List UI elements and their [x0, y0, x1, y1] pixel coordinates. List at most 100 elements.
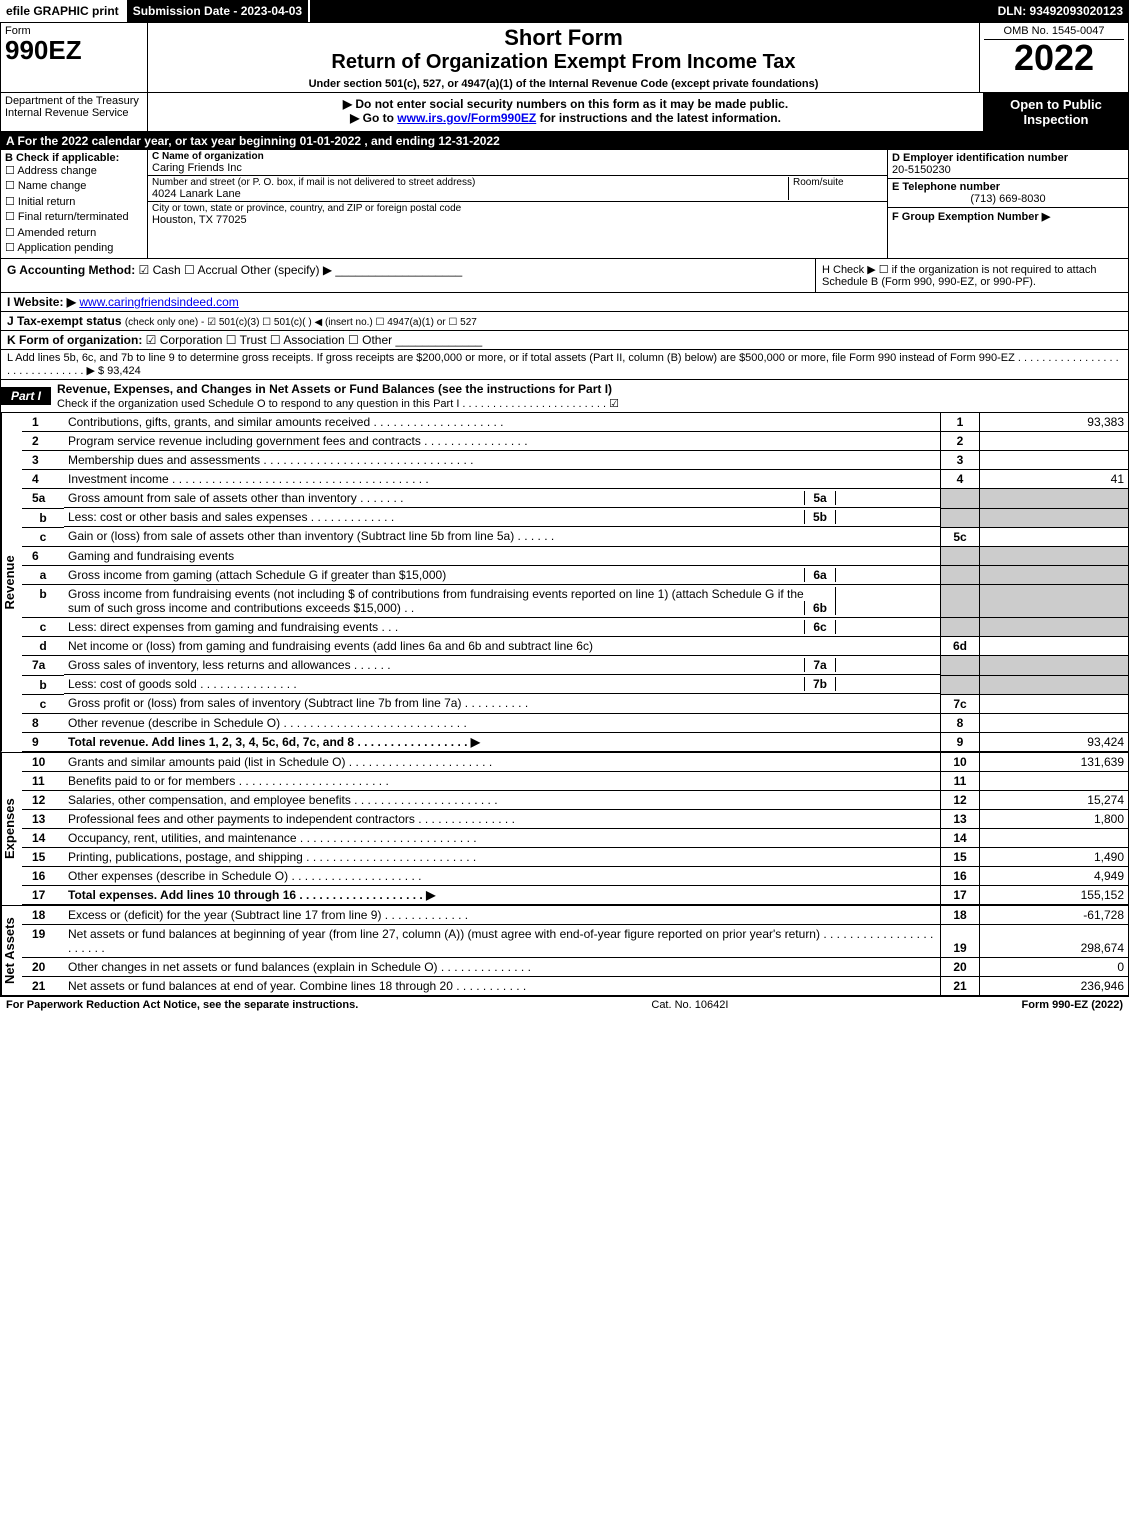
website-link[interactable]: www.caringfriendsindeed.com: [79, 295, 238, 309]
efile-print-label[interactable]: efile GRAPHIC print: [0, 0, 127, 22]
header-center: Short Form Return of Organization Exempt…: [148, 23, 979, 92]
footer-center: Cat. No. 10642I: [651, 999, 728, 1011]
line-7c: cGross profit or (loss) from sales of in…: [22, 694, 1128, 713]
ein-cell: D Employer identification number 20-5150…: [888, 150, 1128, 179]
section-ijkl: I Website: ▶ www.caringfriendsindeed.com…: [0, 293, 1129, 380]
note-ssn: ▶ Do not enter social security numbers o…: [152, 97, 979, 111]
g-cash[interactable]: Cash: [139, 263, 181, 277]
room-label: Room/suite: [793, 177, 883, 188]
netassets-vert-label: Net Assets: [1, 906, 22, 995]
footer-left: For Paperwork Reduction Act Notice, see …: [6, 999, 358, 1011]
line-7b: bLess: cost of goods sold . . . . . . . …: [22, 675, 1128, 694]
section-c: C Name of organization Caring Friends In…: [148, 150, 887, 258]
line-14: 14Occupancy, rent, utilities, and mainte…: [22, 828, 1128, 847]
k-detail: ☑ Corporation ☐ Trust ☐ Association ☐ Ot…: [146, 333, 392, 347]
i-label: I Website: ▶: [7, 295, 76, 309]
line-6c: cLess: direct expenses from gaming and f…: [22, 618, 1128, 637]
k-label: K Form of organization:: [7, 333, 142, 347]
part1-title-text: Revenue, Expenses, and Changes in Net As…: [57, 382, 612, 396]
check-amended[interactable]: Amended return: [5, 226, 143, 241]
phone-label: E Telephone number: [892, 181, 1124, 193]
expenses-section: Expenses 10Grants and similar amounts pa…: [0, 752, 1129, 905]
dln-label: DLN: 93492093020123: [992, 0, 1129, 22]
title-short-form: Short Form: [152, 25, 975, 51]
phone-value: (713) 669-8030: [892, 193, 1124, 205]
line-5c: cGain or (loss) from sale of assets othe…: [22, 527, 1128, 546]
line-20: 20Other changes in net assets or fund ba…: [22, 957, 1128, 976]
section-b-label: B Check if applicable:: [5, 152, 143, 164]
line-19: 19Net assets or fund balances at beginni…: [22, 924, 1128, 957]
netassets-table: 18Excess or (deficit) for the year (Subt…: [22, 906, 1128, 995]
g-label: G Accounting Method:: [7, 263, 135, 277]
city-cell: City or town, state or province, country…: [148, 202, 887, 227]
line-5b: bLess: cost or other basis and sales exp…: [22, 508, 1128, 527]
line-6b: bGross income from fundraising events (n…: [22, 585, 1128, 618]
note2-pre: ▶ Go to: [350, 111, 397, 125]
section-h: H Check ▶ ☐ if the organization is not r…: [816, 259, 1128, 292]
section-k: K Form of organization: ☑ Corporation ☐ …: [1, 331, 1128, 350]
netassets-section: Net Assets 18Excess or (deficit) for the…: [0, 905, 1129, 996]
line-13: 13Professional fees and other payments t…: [22, 809, 1128, 828]
form-number: 990EZ: [5, 37, 143, 63]
check-final-return[interactable]: Final return/terminated: [5, 210, 143, 225]
section-gh: G Accounting Method: Cash Accrual Other …: [0, 259, 1129, 293]
line-18: 18Excess or (deficit) for the year (Subt…: [22, 906, 1128, 925]
check-name-change[interactable]: Name change: [5, 179, 143, 194]
check-application-pending[interactable]: Application pending: [5, 241, 143, 256]
org-name: Caring Friends Inc: [152, 162, 883, 174]
header-right: OMB No. 1545-0047 2022: [979, 23, 1128, 92]
page-footer: For Paperwork Reduction Act Notice, see …: [0, 996, 1129, 1013]
j-detail: (check only one) - ☑ 501(c)(3) ☐ 501(c)(…: [125, 317, 477, 328]
ein-label: D Employer identification number: [892, 152, 1124, 164]
g-other: Other (specify) ▶: [241, 263, 332, 277]
form-header-row2: Department of the Treasury Internal Reve…: [0, 93, 1129, 132]
part1-tab: Part I: [1, 387, 51, 405]
part1-check-text: Check if the organization used Schedule …: [57, 398, 619, 410]
line-6a: aGross income from gaming (attach Schedu…: [22, 565, 1128, 585]
check-initial-return[interactable]: Initial return: [5, 195, 143, 210]
phone-cell: E Telephone number (713) 669-8030: [888, 179, 1128, 208]
g-accrual[interactable]: Accrual: [184, 263, 237, 277]
line-2: 2Program service revenue including gover…: [22, 432, 1128, 451]
line-7a: 7aGross sales of inventory, less returns…: [22, 656, 1128, 676]
line-21: 21Net assets or fund balances at end of …: [22, 976, 1128, 995]
revenue-table: 1Contributions, gifts, grants, and simil…: [22, 413, 1128, 752]
line-16: 16Other expenses (describe in Schedule O…: [22, 866, 1128, 885]
section-l: L Add lines 5b, 6c, and 7b to line 9 to …: [1, 350, 1128, 379]
section-def: D Employer identification number 20-5150…: [887, 150, 1128, 258]
line-15: 15Printing, publications, postage, and s…: [22, 847, 1128, 866]
group-exemption-label: F Group Exemption Number ▶: [892, 210, 1124, 223]
section-bcdef: B Check if applicable: Address change Na…: [0, 150, 1129, 259]
section-b: B Check if applicable: Address change Na…: [1, 150, 148, 258]
irs-label: Internal Revenue Service: [5, 107, 129, 119]
note2-post: for instructions and the latest informat…: [536, 111, 781, 125]
org-name-cell: C Name of organization Caring Friends In…: [148, 150, 887, 176]
street-cell: Number and street (or P. O. box, if mail…: [148, 176, 887, 202]
subtitle: Under section 501(c), 527, or 4947(a)(1)…: [152, 78, 975, 90]
form-header: Form 990EZ Short Form Return of Organiza…: [0, 22, 1129, 93]
revenue-section: Revenue 1Contributions, gifts, grants, a…: [0, 413, 1129, 752]
line-5a: 5aGross amount from sale of assets other…: [22, 489, 1128, 509]
expenses-vert-label: Expenses: [1, 753, 22, 905]
revenue-vert-label: Revenue: [1, 413, 22, 752]
expenses-table: 10Grants and similar amounts paid (list …: [22, 753, 1128, 905]
city-value: Houston, TX 77025: [152, 214, 883, 226]
line-6: 6Gaming and fundraising events: [22, 546, 1128, 565]
org-name-label: C Name of organization: [152, 151, 883, 162]
city-label: City or town, state or province, country…: [152, 203, 883, 214]
ein-value: 20-5150230: [892, 164, 1124, 176]
dept-label: Department of the Treasury: [5, 95, 139, 107]
line-11: 11Benefits paid to or for members . . . …: [22, 771, 1128, 790]
check-address-change[interactable]: Address change: [5, 164, 143, 179]
line-9: 9Total revenue. Add lines 1, 2, 3, 4, 5c…: [22, 732, 1128, 751]
top-bar: efile GRAPHIC print Submission Date - 20…: [0, 0, 1129, 22]
title-return: Return of Organization Exempt From Incom…: [152, 51, 975, 74]
line-8: 8Other revenue (describe in Schedule O) …: [22, 713, 1128, 732]
irs-link[interactable]: www.irs.gov/Form990EZ: [397, 111, 536, 125]
open-to-public: Open to Public Inspection: [983, 93, 1128, 131]
header-notes: ▶ Do not enter social security numbers o…: [148, 93, 983, 131]
section-j: J Tax-exempt status (check only one) - ☑…: [1, 312, 1128, 331]
line-4: 4Investment income . . . . . . . . . . .…: [22, 470, 1128, 489]
line-12: 12Salaries, other compensation, and empl…: [22, 790, 1128, 809]
section-i: I Website: ▶ www.caringfriendsindeed.com: [1, 293, 1128, 312]
